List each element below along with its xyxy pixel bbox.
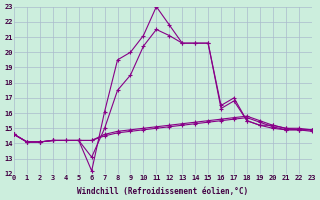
X-axis label: Windchill (Refroidissement éolien,°C): Windchill (Refroidissement éolien,°C) — [77, 187, 248, 196]
